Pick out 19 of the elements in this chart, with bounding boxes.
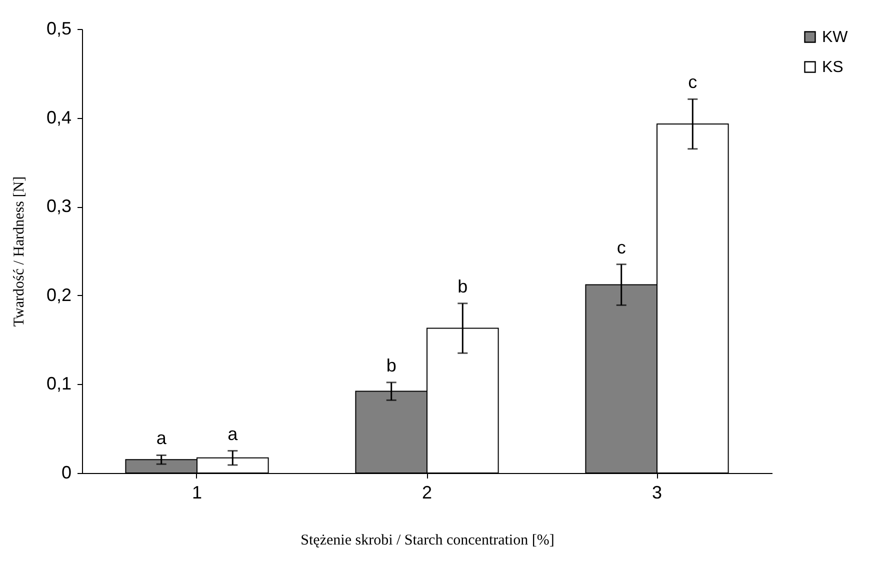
data-label: b	[386, 355, 396, 376]
y-axis-title: Twardość / Hardness [N]	[11, 176, 28, 327]
legend-label: KS	[822, 59, 844, 76]
x-axis-title: Stężenie skrobi / Starch concentration [%]	[300, 532, 554, 548]
y-tick-label: 0,1	[46, 374, 72, 394]
data-label: c	[616, 237, 626, 258]
data-label: a	[156, 428, 168, 448]
y-tick-label: 0,5	[46, 18, 72, 38]
data-label: c	[688, 72, 698, 92]
x-tick-label: 2	[422, 482, 432, 502]
y-tick-label: 0,2	[46, 284, 72, 305]
y-tick-label: 0	[61, 462, 72, 482]
data-label: b	[458, 276, 468, 296]
y-tick-label: 0,4	[46, 107, 72, 128]
legend-label: KW	[822, 29, 849, 46]
x-tick-label: 1	[192, 482, 202, 502]
data-label: a	[228, 424, 239, 444]
x-tick-label: 3	[652, 482, 662, 502]
y-tick-label: 0,3	[46, 196, 72, 216]
